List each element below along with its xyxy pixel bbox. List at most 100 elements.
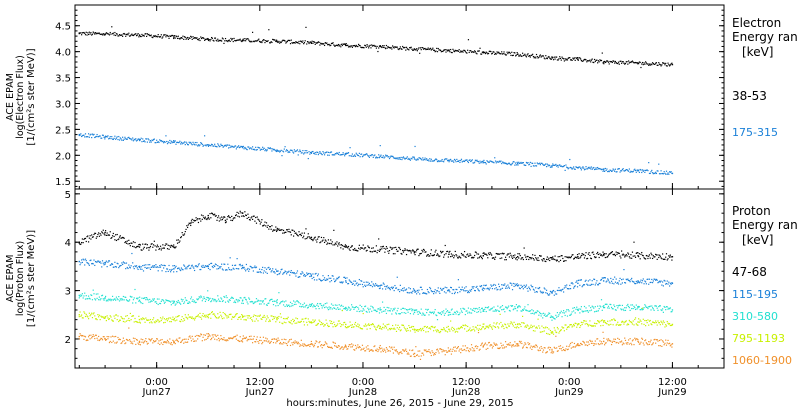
scatter-dot	[94, 136, 97, 138]
scatter-dot	[151, 300, 153, 302]
scatter-dot	[450, 286, 452, 289]
scatter-dot	[382, 323, 384, 325]
scatter-dot	[187, 314, 189, 316]
scatter-dot	[249, 147, 251, 149]
scatter-dot	[310, 303, 312, 306]
scatter-dot	[310, 322, 312, 324]
scatter-dot	[447, 289, 449, 291]
scatter-dot	[521, 310, 523, 312]
data-point	[276, 40, 278, 42]
scatter-dot	[622, 278, 624, 280]
scatter-dot	[190, 267, 192, 269]
scatter-dot	[238, 264, 241, 266]
scatter-dot	[310, 273, 312, 275]
scatter-dot	[453, 50, 456, 53]
scatter-dot	[371, 281, 373, 283]
scatter-dot	[247, 317, 249, 319]
scatter-dot	[281, 268, 283, 270]
scatter-dot	[483, 252, 485, 254]
scatter-dot	[270, 271, 272, 273]
scatter-dot	[142, 318, 145, 320]
scatter-dot	[349, 249, 351, 251]
scatter-dot	[324, 152, 326, 154]
scatter-dot	[410, 157, 412, 159]
scatter-dot	[387, 310, 389, 312]
scatter-dot	[359, 156, 361, 158]
scatter-dot	[119, 319, 121, 321]
scatter-dot	[387, 45, 389, 48]
scatter-dot	[295, 41, 297, 43]
scatter-dot	[419, 286, 422, 288]
scatter-dot	[423, 292, 425, 294]
scatter-dot	[393, 157, 395, 160]
scatter-dot	[552, 59, 555, 61]
scatter-dot	[339, 308, 341, 310]
scatter-dot	[219, 300, 221, 303]
scatter-dot	[160, 249, 162, 251]
scatter-dot	[349, 309, 351, 311]
scatter-dot	[504, 287, 507, 289]
scatter-dot	[295, 275, 297, 277]
scatter-dot	[303, 152, 306, 154]
scatter-dot	[86, 236, 88, 238]
scatter-dot	[398, 158, 400, 160]
scatter-dot	[358, 278, 360, 281]
scatter-dot	[224, 222, 227, 224]
scatter-dot	[505, 285, 507, 287]
scatter-dot	[193, 144, 196, 146]
scatter-dot	[412, 288, 415, 290]
scatter-dot	[546, 57, 548, 60]
scatter-dot	[199, 39, 201, 42]
scatter-dot	[550, 332, 552, 334]
scatter-dot	[302, 40, 304, 42]
scatter-dot	[239, 316, 241, 318]
scatter-dot	[211, 144, 213, 146]
scatter-dot	[293, 230, 295, 232]
scatter-dot	[218, 220, 220, 222]
scatter-dot	[287, 151, 289, 154]
scatter-dot	[371, 286, 374, 288]
scatter-dot	[583, 320, 585, 322]
scatter-dot	[648, 324, 650, 326]
scatter-dot	[504, 259, 506, 261]
scatter-dot	[604, 61, 606, 64]
scatter-dot	[482, 323, 484, 325]
scatter-dot	[346, 277, 348, 279]
scatter-dot	[90, 238, 92, 240]
scatter-dot	[521, 309, 524, 311]
scatter-dot	[412, 290, 414, 292]
scatter-dot	[222, 38, 224, 40]
scatter-dot	[342, 152, 344, 154]
scatter-dot	[503, 51, 505, 53]
scatter-dot	[426, 159, 429, 161]
scatter-dot	[81, 335, 83, 337]
scatter-dot	[296, 41, 298, 44]
scatter-dot	[189, 37, 191, 39]
scatter-dot	[179, 140, 181, 142]
scatter-dot	[101, 33, 103, 35]
scatter-dot	[141, 141, 143, 143]
scatter-dot	[244, 296, 246, 299]
scatter-dot	[487, 257, 489, 259]
scatter-dot	[488, 50, 490, 52]
scatter-dot	[89, 134, 91, 136]
scatter-dot	[247, 146, 249, 148]
scatter-dot	[141, 318, 143, 321]
scatter-dot	[500, 160, 502, 162]
scatter-dot	[606, 168, 608, 170]
scatter-dot	[209, 313, 211, 315]
scatter-dot	[451, 326, 453, 329]
scatter-dot	[567, 326, 569, 328]
scatter-dot	[85, 240, 87, 243]
scatter-dot	[527, 325, 529, 327]
scatter-dot	[237, 39, 239, 41]
scatter-dot	[327, 324, 329, 326]
scatter-dot	[151, 36, 153, 38]
scatter-dot	[436, 331, 438, 333]
scatter-dot	[171, 318, 173, 321]
scatter-dot	[647, 319, 649, 321]
scatter-dot	[427, 308, 429, 311]
scatter-dot	[247, 38, 249, 40]
scatter-dot	[338, 151, 340, 154]
scatter-dot	[371, 44, 373, 46]
